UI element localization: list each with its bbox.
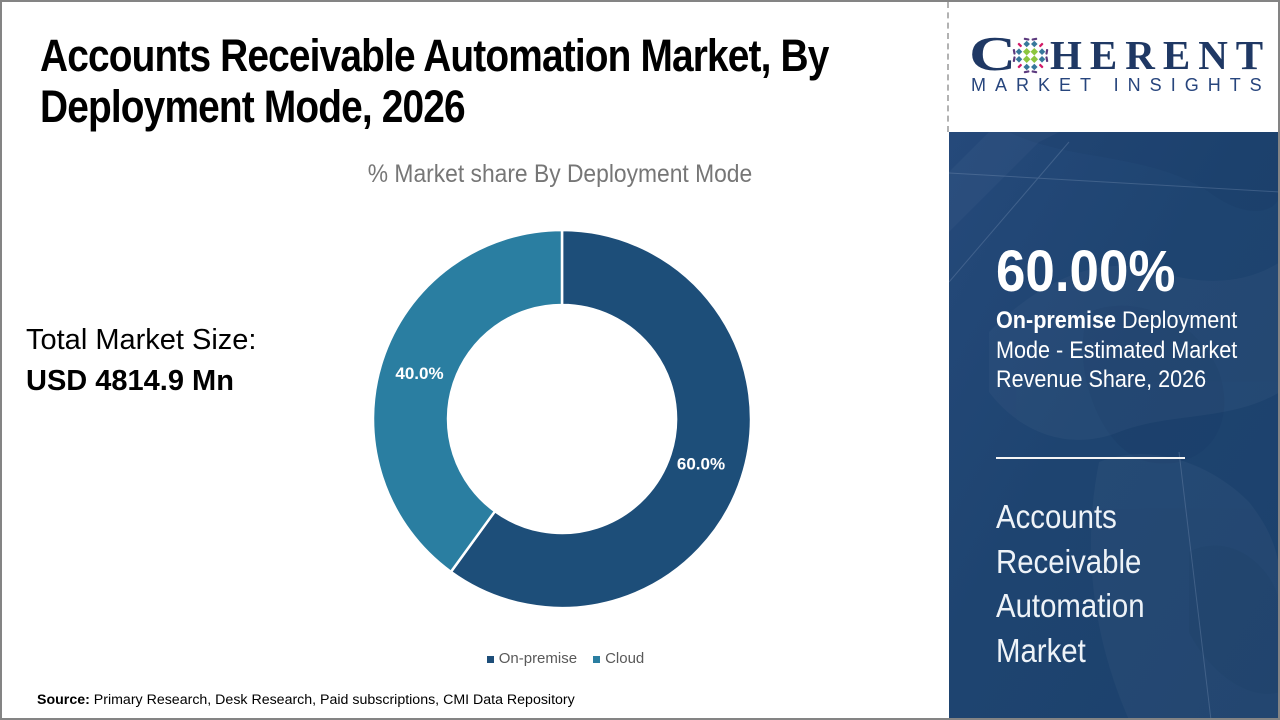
svg-text:60.0%: 60.0%	[677, 454, 725, 473]
svg-text:40.0%: 40.0%	[395, 363, 443, 382]
